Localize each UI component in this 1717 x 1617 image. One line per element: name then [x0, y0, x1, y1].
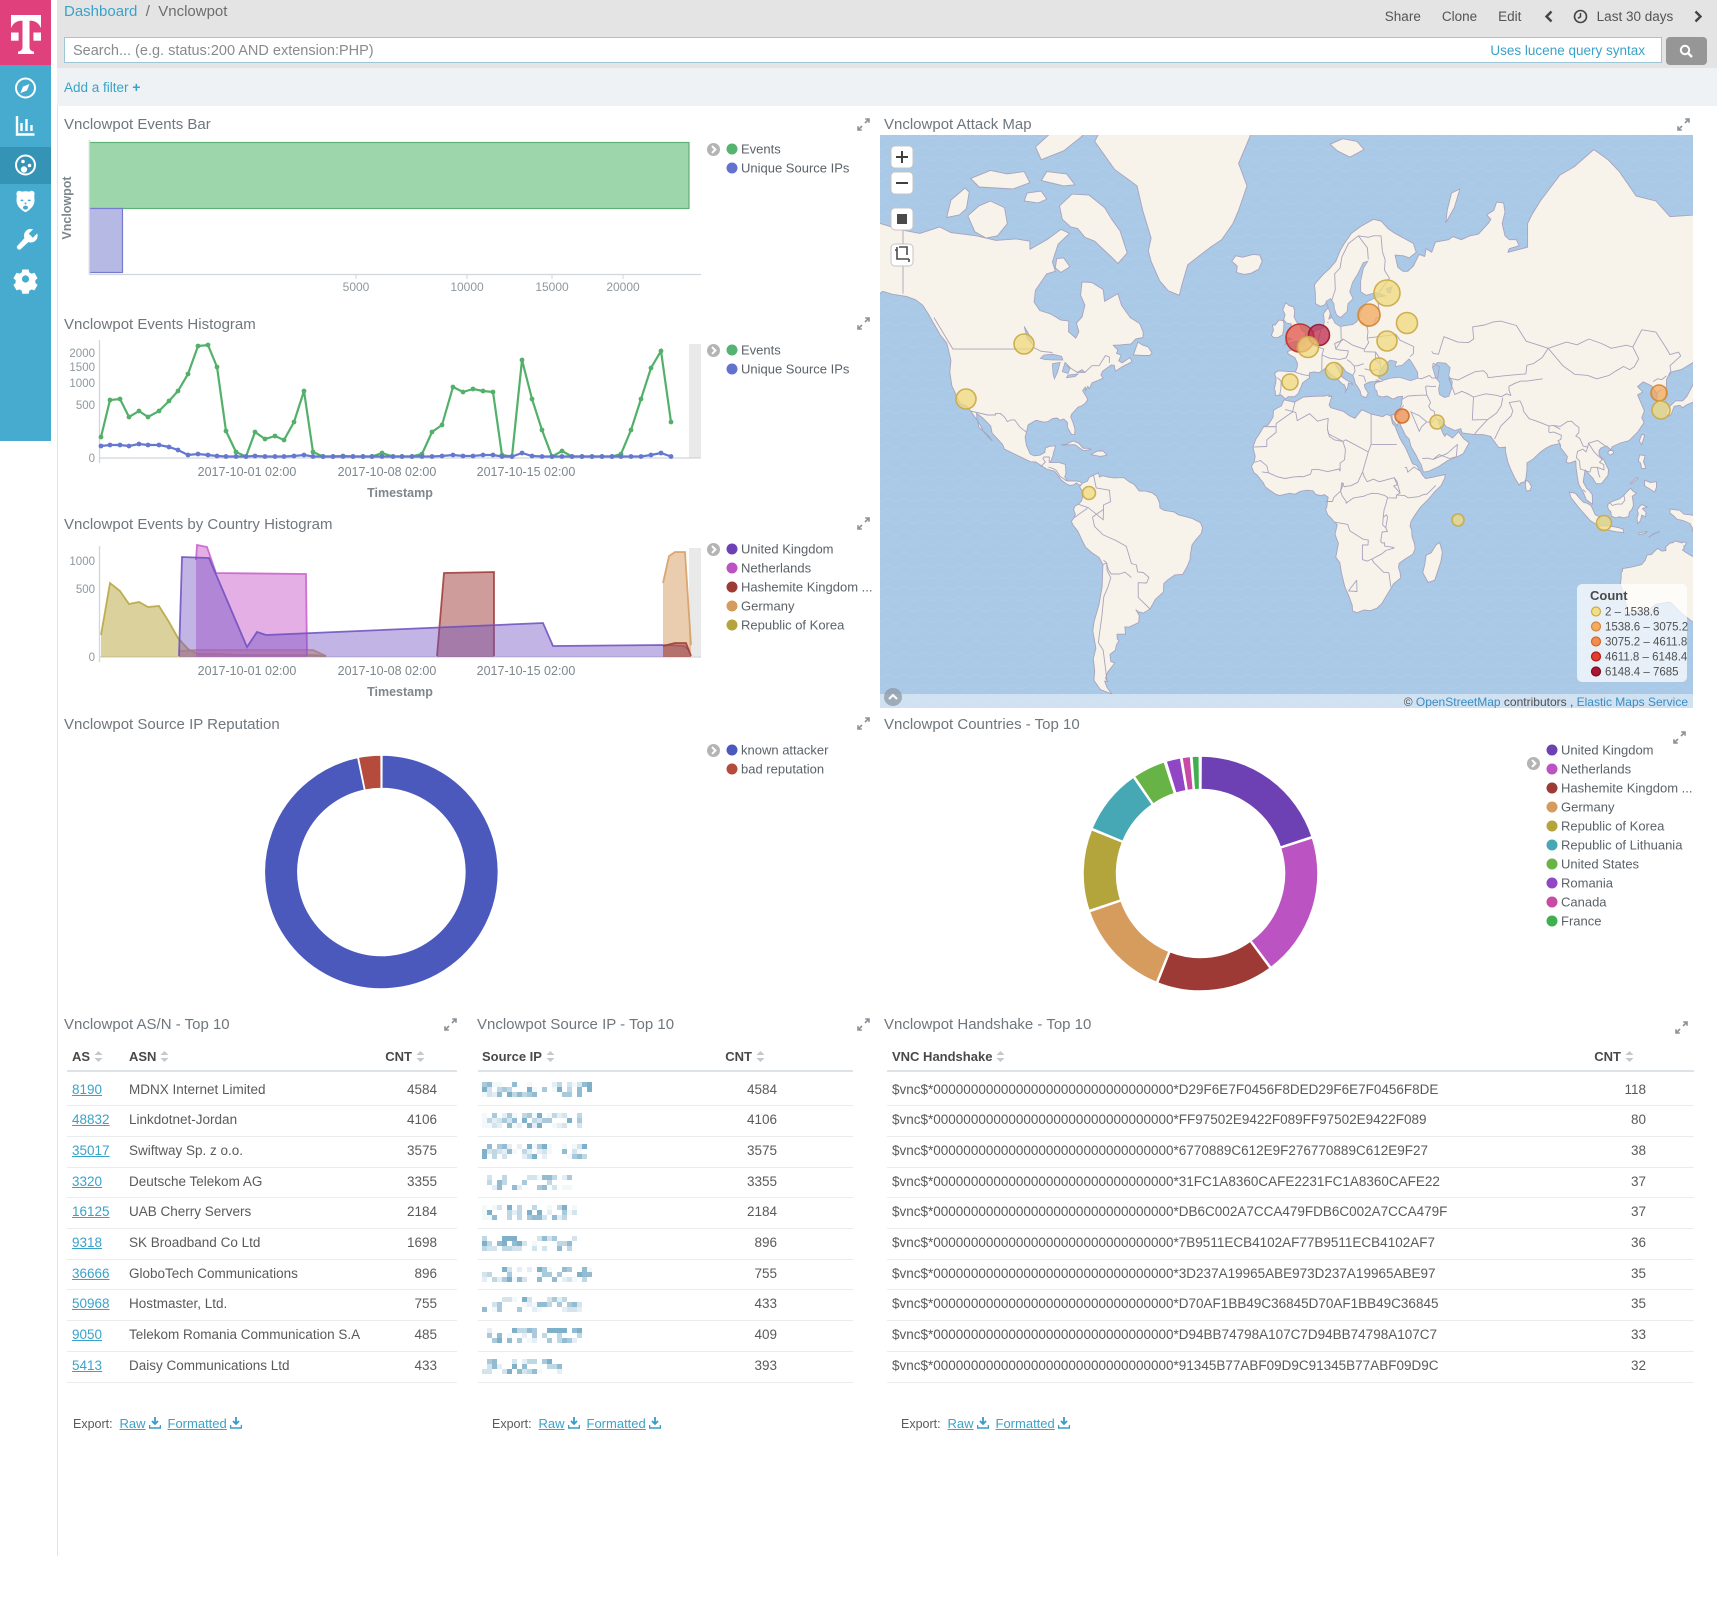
- svg-text:Unique Source IPs: Unique Source IPs: [741, 361, 850, 376]
- svg-text:Unique Source IPs: Unique Source IPs: [741, 161, 850, 176]
- svg-text:United Kingdom: United Kingdom: [741, 542, 834, 557]
- svg-text:Count: Count: [1590, 588, 1628, 603]
- svg-text:6148.4 – 7685: 6148.4 – 7685: [1605, 667, 1679, 679]
- svg-text:1500: 1500: [69, 362, 95, 374]
- svg-text:Germany: Germany: [741, 599, 795, 614]
- svg-text:Vnclowpot: Vnclowpot: [60, 176, 74, 240]
- svg-text:1000: 1000: [69, 556, 95, 568]
- svg-text:Timestamp: Timestamp: [367, 486, 433, 500]
- svg-text:1000: 1000: [69, 378, 95, 390]
- svg-text:1538.6 – 3075.2: 1538.6 – 3075.2: [1605, 622, 1688, 634]
- svg-text:Germany: Germany: [1561, 799, 1615, 814]
- svg-text:Romania: Romania: [1561, 875, 1614, 890]
- svg-text:Timestamp: Timestamp: [367, 685, 433, 699]
- svg-text:known attacker: known attacker: [741, 742, 829, 757]
- svg-text:0: 0: [89, 453, 95, 465]
- svg-text:United Kingdom: United Kingdom: [1561, 742, 1654, 757]
- svg-text:Hashemite Kingdom ...: Hashemite Kingdom ...: [741, 580, 873, 595]
- svg-text:Events: Events: [741, 142, 781, 157]
- svg-text:Netherlands: Netherlands: [741, 561, 812, 576]
- svg-text:20000: 20000: [606, 280, 640, 294]
- svg-text:2017-10-01 02:00: 2017-10-01 02:00: [198, 465, 297, 479]
- svg-text:United States: United States: [1561, 856, 1640, 871]
- svg-text:2017-10-08 02:00: 2017-10-08 02:00: [338, 664, 437, 678]
- svg-text:Republic of Korea: Republic of Korea: [1561, 818, 1665, 833]
- svg-text:2000: 2000: [69, 348, 95, 360]
- svg-text:2017-10-01 02:00: 2017-10-01 02:00: [198, 664, 297, 678]
- svg-text:Netherlands: Netherlands: [1561, 761, 1632, 776]
- svg-text:Canada: Canada: [1561, 894, 1607, 909]
- svg-text:Events: Events: [741, 342, 781, 357]
- svg-text:0: 0: [89, 652, 95, 664]
- svg-text:Republic of Korea: Republic of Korea: [741, 618, 845, 633]
- svg-text:France: France: [1561, 913, 1601, 928]
- svg-text:10000: 10000: [450, 280, 484, 294]
- svg-text:3075.2 – 4611.8: 3075.2 – 4611.8: [1605, 637, 1687, 649]
- svg-text:Republic of Lithuania: Republic of Lithuania: [1561, 837, 1683, 852]
- svg-text:5000: 5000: [343, 280, 370, 294]
- svg-text:500: 500: [76, 584, 95, 596]
- svg-text:Hashemite Kingdom ...: Hashemite Kingdom ...: [1561, 780, 1693, 795]
- svg-text:2017-10-15 02:00: 2017-10-15 02:00: [477, 664, 576, 678]
- svg-text:2 – 1538.6: 2 – 1538.6: [1605, 607, 1659, 619]
- svg-text:2017-10-08 02:00: 2017-10-08 02:00: [338, 465, 437, 479]
- svg-text:4611.8 – 6148.4: 4611.8 – 6148.4: [1605, 652, 1688, 664]
- svg-text:2017-10-15 02:00: 2017-10-15 02:00: [477, 465, 576, 479]
- svg-text:15000: 15000: [535, 280, 569, 294]
- svg-text:bad reputation: bad reputation: [741, 761, 824, 776]
- svg-text:500: 500: [76, 400, 95, 412]
- svg-text:© OpenStreetMap contributors ,: © OpenStreetMap contributors , Elastic M…: [1404, 695, 1689, 708]
